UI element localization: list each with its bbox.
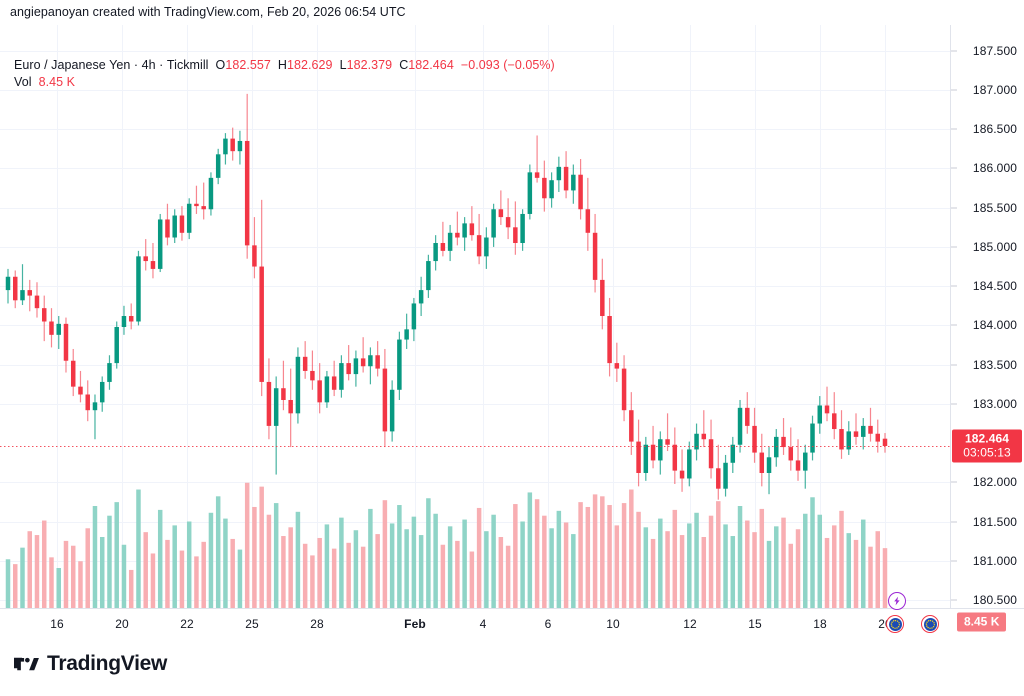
time-axis-label: 20	[115, 617, 129, 631]
price-tick-dash	[951, 285, 957, 287]
price-axis-label: 182.000	[972, 475, 1017, 490]
price-tick-dash	[951, 246, 957, 248]
time-axis-label: 22	[180, 617, 194, 631]
bar-countdown-timer: 03:05:13	[963, 445, 1011, 460]
price-tick-dash	[951, 521, 957, 523]
chart-plot-area[interactable]	[0, 25, 950, 608]
attribution-text: angiepanoyan created with TradingView.co…	[10, 5, 406, 19]
price-axis-label: 181.500	[972, 514, 1017, 529]
price-tick-dash	[951, 128, 957, 130]
time-axis-label: 10	[606, 617, 620, 631]
volume-value-badge[interactable]: 8.45 K	[957, 612, 1007, 632]
price-tick-dash	[951, 364, 957, 366]
price-axis[interactable]: 187.500 187.000 186.500 186.000 185.500 185.0…	[950, 25, 1024, 632]
time-axis-label: 6	[544, 617, 552, 631]
time-axis-label: 28	[310, 617, 324, 631]
time-axis-label: 25	[245, 617, 259, 631]
time-axis[interactable]: 16 20 22 25 28 Feb 4 6 10 12 15 18 20	[0, 608, 1024, 639]
price-axis-label: 186.500	[972, 122, 1017, 137]
price-tick-dash	[951, 560, 957, 562]
price-axis-label: 185.500	[972, 200, 1017, 215]
current-price-line	[0, 446, 950, 447]
economic-event-marker-1[interactable]	[886, 615, 904, 633]
time-axis-label: 4	[479, 617, 487, 631]
price-tick-dash	[951, 599, 957, 601]
time-axis-label: 12	[683, 617, 697, 631]
economic-event-marker-2[interactable]	[921, 615, 939, 633]
price-axis-label: 181.000	[972, 553, 1017, 568]
price-axis-label: 187.000	[972, 82, 1017, 97]
price-axis-label: 185.000	[972, 239, 1017, 254]
price-tick-dash	[951, 207, 957, 209]
current-price-badge[interactable]: 182.464 03:05:13	[952, 429, 1022, 463]
price-axis-label: 183.500	[972, 357, 1017, 372]
price-tick-dash	[951, 403, 957, 405]
time-axis-label: Feb	[404, 617, 426, 631]
time-axis-label: 15	[748, 617, 762, 631]
tradingview-brand-text: TradingView	[47, 652, 168, 675]
price-axis-label: 183.000	[972, 396, 1017, 411]
price-tick-dash	[951, 324, 957, 326]
eu-flag-icon	[888, 617, 902, 631]
price-axis-label: 180.500	[972, 593, 1017, 608]
lightning-bolt-icon	[894, 596, 900, 606]
tradingview-mark-icon	[14, 657, 39, 670]
tradingview-logo: TradingView	[14, 652, 167, 676]
eu-flag-icon	[923, 617, 937, 631]
price-axis-label: 184.000	[972, 318, 1017, 333]
price-tick-dash	[951, 481, 957, 483]
current-price-value: 182.464	[964, 431, 1010, 446]
chart-frame: Euro / Japanese Yen · 4h · Tickmill O182…	[0, 25, 1024, 633]
price-tick-dash	[951, 89, 957, 91]
price-axis-label: 187.500	[972, 43, 1017, 58]
price-axis-label: 186.000	[972, 161, 1017, 176]
candlestick-series	[5, 93, 888, 608]
time-axis-label: 18	[813, 617, 827, 631]
earnings-marker[interactable]	[888, 592, 906, 610]
price-tick-dash	[951, 50, 957, 52]
time-axis-label: 16	[50, 617, 64, 631]
price-tick-dash	[951, 167, 957, 169]
price-axis-label: 184.500	[972, 279, 1017, 294]
